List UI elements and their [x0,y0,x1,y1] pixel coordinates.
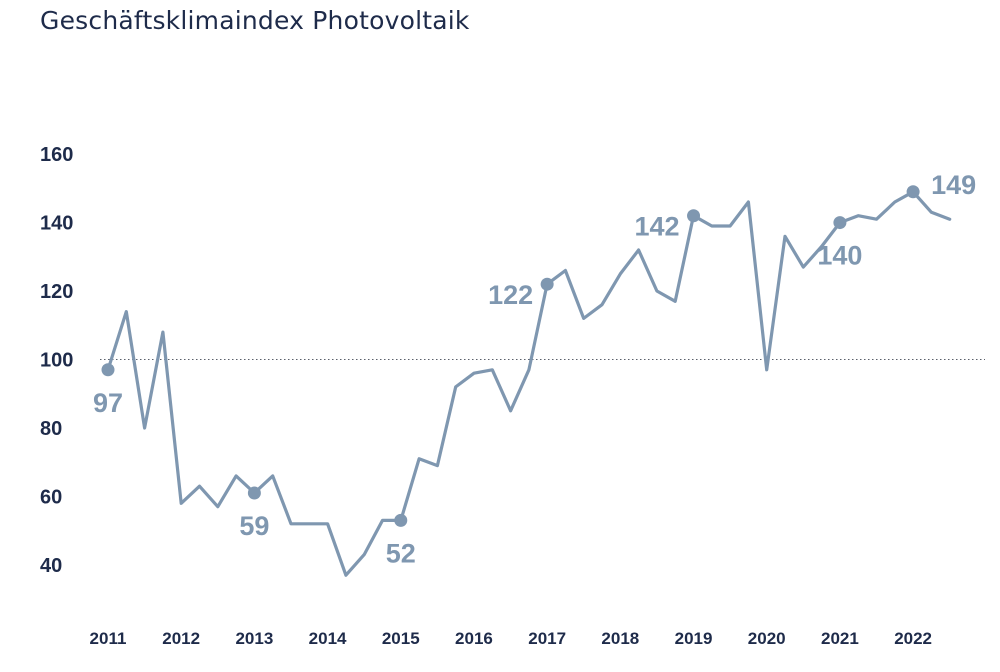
chart-title: Geschäftsklimaindex Photovoltaik [40,6,470,35]
x-tick-label: 2012 [162,629,200,648]
x-tick-label: 2020 [748,629,786,648]
data-label: 97 [93,388,123,418]
y-tick-label: 120 [40,281,73,303]
highlight-point [687,209,701,223]
x-axis-ticks: 2011 2012 2013 2014 2015 2016 2017 2018 2019 2020… [90,629,932,648]
x-tick-label: 2018 [601,629,639,648]
x-tick-label: 2016 [455,629,493,648]
series-line [106,190,952,577]
series-line-group [106,190,952,577]
highlight-markers [101,185,920,527]
y-tick-label: 140 [40,213,73,235]
highlight-point [906,185,920,199]
data-label: 52 [386,538,416,568]
y-tick-label: 60 [40,486,62,508]
data-label: 59 [239,511,269,541]
y-axis-ticks: 40 60 80 100 120 140 160 [40,144,73,577]
highlight-point [833,216,847,230]
data-labels: 97 59 52 122 142 140 149 [93,170,976,569]
x-tick-label: 2011 [90,629,127,648]
highlight-point [247,486,261,500]
x-tick-label: 2019 [675,629,713,648]
x-tick-label: 2017 [528,629,566,648]
x-tick-label: 2014 [309,629,347,648]
data-label: 122 [488,280,533,310]
data-label: 142 [634,212,679,242]
x-tick-label: 2015 [382,629,420,648]
data-label: 149 [931,170,976,200]
x-tick-label: 2021 [821,629,859,648]
highlight-point [540,277,554,291]
y-tick-label: 160 [40,144,73,166]
highlight-point [101,363,115,377]
highlight-point [394,513,408,527]
y-tick-label: 40 [40,555,62,577]
data-label: 140 [817,241,862,271]
x-tick-label: 2013 [235,629,273,648]
y-tick-label: 80 [40,418,62,440]
y-tick-label: 100 [40,350,73,372]
x-tick-label: 2022 [894,629,932,648]
